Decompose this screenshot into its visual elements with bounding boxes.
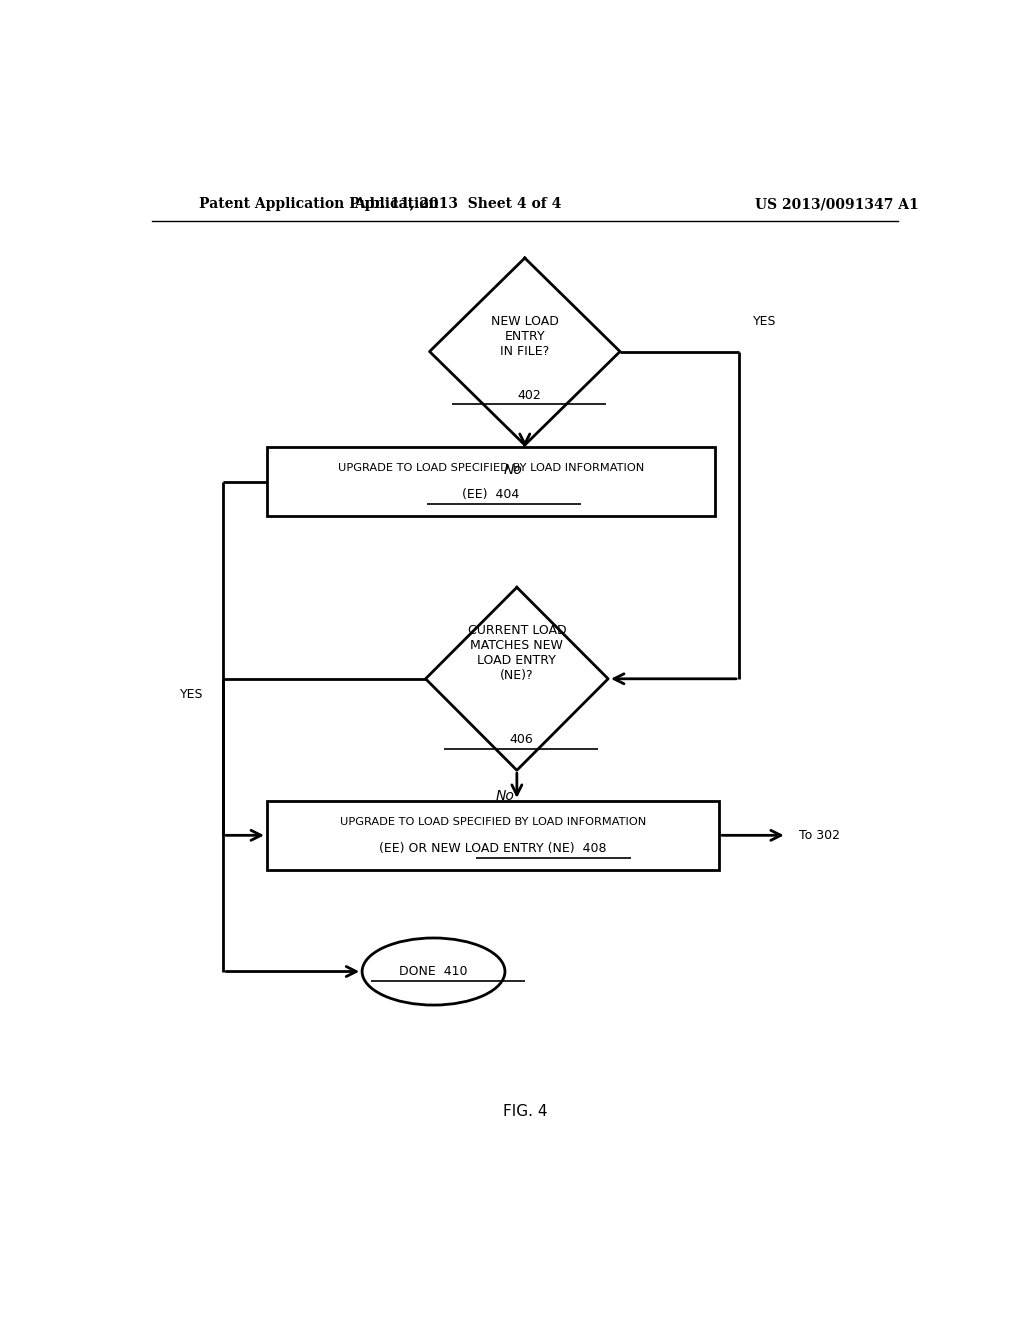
Text: UPGRADE TO LOAD SPECIFIED BY LOAD INFORMATION: UPGRADE TO LOAD SPECIFIED BY LOAD INFORM… bbox=[340, 817, 646, 828]
Text: (EE)  404: (EE) 404 bbox=[463, 488, 520, 502]
Text: NEW LOAD
ENTRY
IN FILE?: NEW LOAD ENTRY IN FILE? bbox=[490, 314, 559, 358]
Text: CURRENT LOAD
MATCHES NEW
LOAD ENTRY
(NE)?: CURRENT LOAD MATCHES NEW LOAD ENTRY (NE)… bbox=[468, 624, 566, 682]
Text: No: No bbox=[504, 463, 522, 478]
Text: DONE  410: DONE 410 bbox=[399, 965, 468, 978]
Text: Patent Application Publication: Patent Application Publication bbox=[200, 197, 439, 211]
Text: Apr. 11, 2013  Sheet 4 of 4: Apr. 11, 2013 Sheet 4 of 4 bbox=[353, 197, 561, 211]
Text: To 302: To 302 bbox=[799, 829, 840, 842]
Text: US 2013/0091347 A1: US 2013/0091347 A1 bbox=[755, 197, 919, 211]
Bar bbox=[267, 447, 715, 516]
Text: YES: YES bbox=[754, 314, 777, 327]
Text: (EE) OR NEW LOAD ENTRY (NE)  408: (EE) OR NEW LOAD ENTRY (NE) 408 bbox=[379, 842, 607, 855]
Text: 402: 402 bbox=[517, 388, 541, 401]
Text: No: No bbox=[496, 788, 514, 803]
Text: FIG. 4: FIG. 4 bbox=[503, 1105, 547, 1119]
Text: YES: YES bbox=[179, 688, 203, 701]
Text: 406: 406 bbox=[509, 734, 532, 746]
Bar bbox=[267, 801, 719, 870]
Text: UPGRADE TO LOAD SPECIFIED BY LOAD INFORMATION: UPGRADE TO LOAD SPECIFIED BY LOAD INFORM… bbox=[338, 463, 644, 474]
